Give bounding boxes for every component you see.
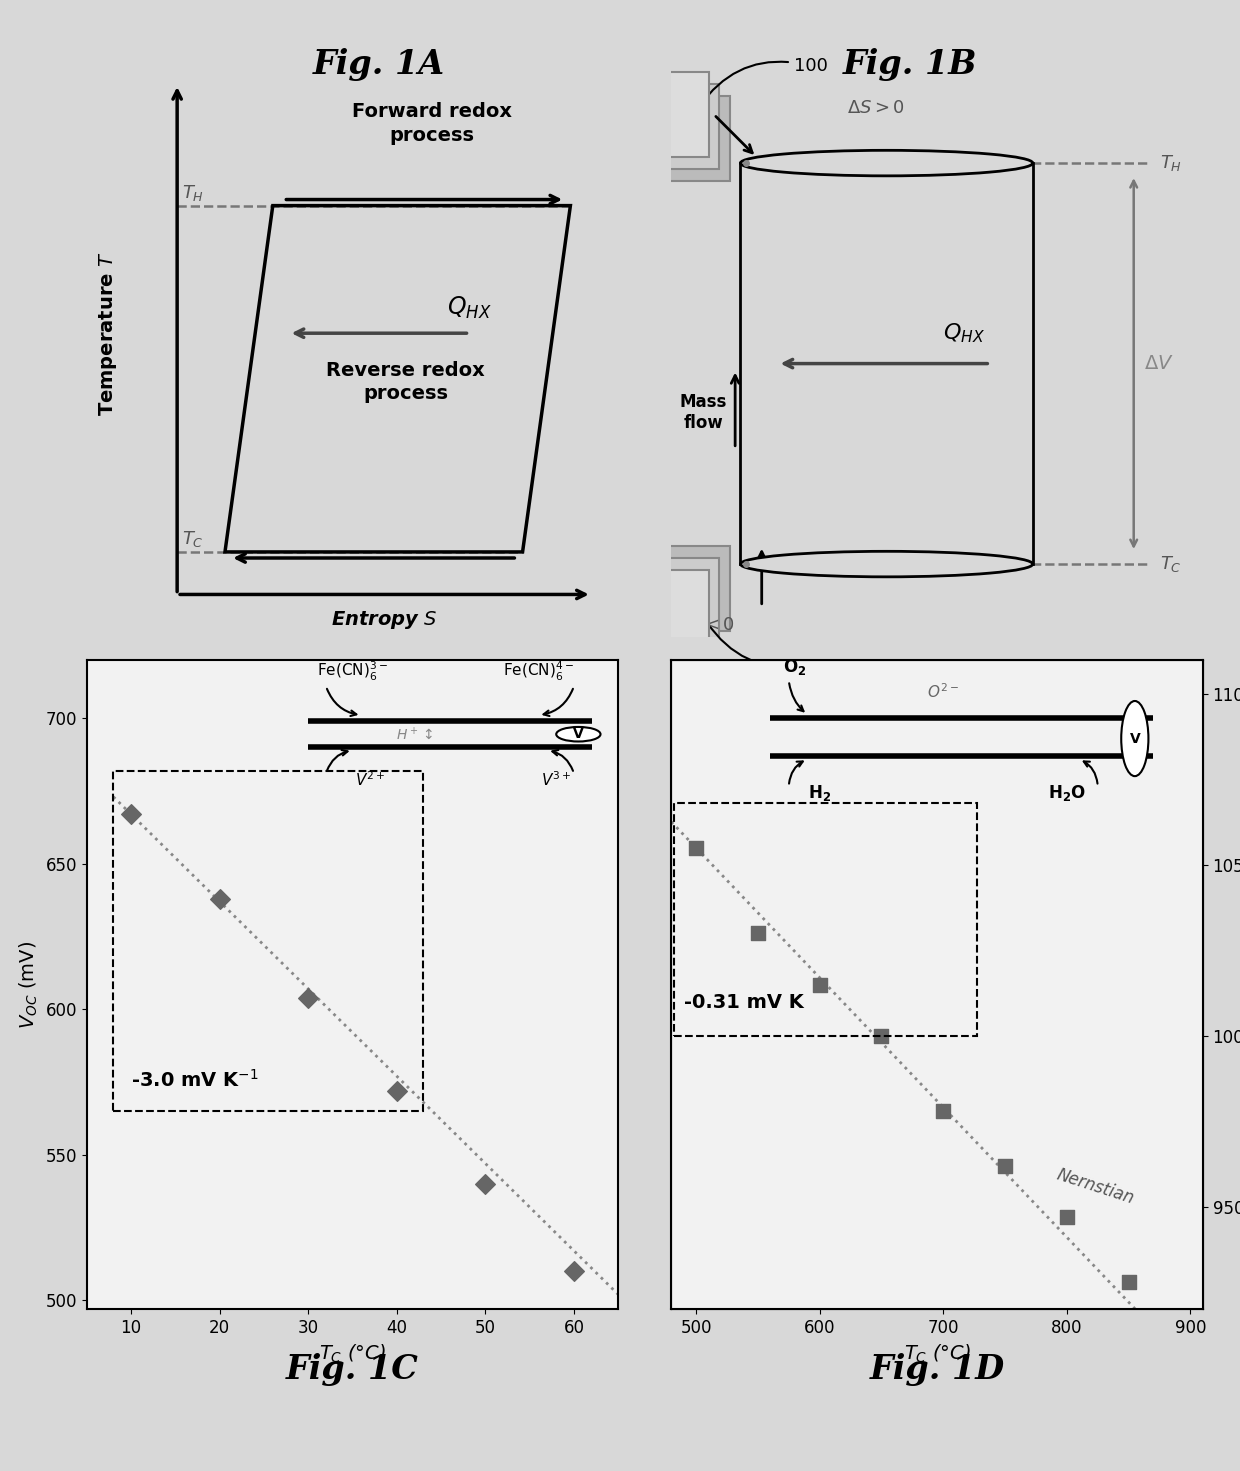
Point — [748, 921, 768, 944]
Text: -3.0 mV K$^{-1}$: -3.0 mV K$^{-1}$ — [131, 1069, 259, 1090]
Text: $\Delta S < 0$: $\Delta S < 0$ — [677, 616, 734, 634]
Text: Reverse redox
process: Reverse redox process — [326, 360, 485, 403]
Text: Forward redox
process: Forward redox process — [352, 103, 512, 144]
Text: 102: 102 — [699, 609, 828, 677]
Text: $\mathbf{H_2}$: $\mathbf{H_2}$ — [808, 783, 831, 803]
Ellipse shape — [740, 150, 1033, 177]
X-axis label: $T_C$ (°C): $T_C$ (°C) — [319, 1342, 386, 1365]
Point — [387, 1078, 407, 1102]
Text: Temperature $T$: Temperature $T$ — [97, 250, 119, 416]
Text: $V^{2+}$: $V^{2+}$ — [355, 771, 386, 790]
Bar — [613, 558, 719, 643]
Text: Entropy $S$: Entropy $S$ — [331, 609, 438, 631]
Text: Fig. 1D: Fig. 1D — [869, 1353, 1004, 1386]
Text: $T_H$: $T_H$ — [182, 182, 205, 203]
Text: $T_C$: $T_C$ — [182, 530, 205, 549]
Circle shape — [557, 727, 600, 741]
Text: Mass
flow: Mass flow — [680, 393, 727, 431]
Point — [299, 986, 319, 1009]
Bar — [603, 571, 708, 655]
Text: Nernstian: Nernstian — [1054, 1165, 1137, 1208]
Text: $T_C$: $T_C$ — [1161, 555, 1182, 574]
Bar — [624, 96, 730, 181]
Point — [934, 1099, 954, 1122]
Bar — [113, 771, 423, 1111]
Point — [996, 1153, 1016, 1177]
Text: Fig. 1B: Fig. 1B — [843, 47, 978, 81]
Point — [1118, 1269, 1138, 1293]
Text: Fig. 1C: Fig. 1C — [286, 1353, 419, 1386]
Y-axis label: $V_{OC}$ (mV): $V_{OC}$ (mV) — [17, 940, 40, 1028]
Text: $H^+\updownarrow$: $H^+\updownarrow$ — [396, 727, 433, 743]
Text: $\mathrm{Fe(CN)_6^{4-}}$: $\mathrm{Fe(CN)_6^{4-}}$ — [503, 660, 574, 684]
Circle shape — [1121, 702, 1148, 777]
Bar — [740, 163, 1033, 563]
Text: 100: 100 — [699, 57, 827, 106]
Text: V: V — [573, 727, 584, 741]
Point — [564, 1259, 584, 1283]
Point — [210, 887, 229, 911]
Point — [686, 836, 706, 859]
Text: $O^{2-}$: $O^{2-}$ — [928, 683, 960, 702]
Point — [1156, 1331, 1176, 1355]
Text: $\mathbf{H_2O}$: $\mathbf{H_2O}$ — [1048, 783, 1086, 803]
Bar — [673, 803, 977, 1036]
Point — [810, 972, 830, 996]
Ellipse shape — [740, 552, 1033, 577]
Text: $Q_{HX}$: $Q_{HX}$ — [942, 322, 985, 346]
Text: $T_H$: $T_H$ — [1161, 153, 1183, 174]
Bar — [603, 72, 708, 157]
Point — [122, 803, 141, 827]
Point — [872, 1024, 892, 1047]
Text: $\mathbf{O_2}$: $\mathbf{O_2}$ — [784, 658, 806, 677]
Text: $V^{3+}$: $V^{3+}$ — [541, 771, 572, 790]
Text: $Q_{HX}$: $Q_{HX}$ — [448, 294, 492, 321]
X-axis label: $T_C$ (°C): $T_C$ (°C) — [904, 1342, 971, 1365]
Bar — [624, 546, 730, 631]
Point — [475, 1172, 495, 1196]
Text: $\Delta V$: $\Delta V$ — [1145, 355, 1174, 374]
Text: $\mathrm{Fe(CN)_6^{3-}}$: $\mathrm{Fe(CN)_6^{3-}}$ — [317, 660, 388, 684]
Point — [1056, 1205, 1076, 1228]
Text: V: V — [1130, 731, 1141, 746]
Text: $\Delta S > 0$: $\Delta S > 0$ — [847, 100, 905, 118]
Text: Fig. 1A: Fig. 1A — [312, 47, 445, 81]
Bar — [613, 84, 719, 169]
Text: -0.31 mV K: -0.31 mV K — [683, 993, 804, 1012]
